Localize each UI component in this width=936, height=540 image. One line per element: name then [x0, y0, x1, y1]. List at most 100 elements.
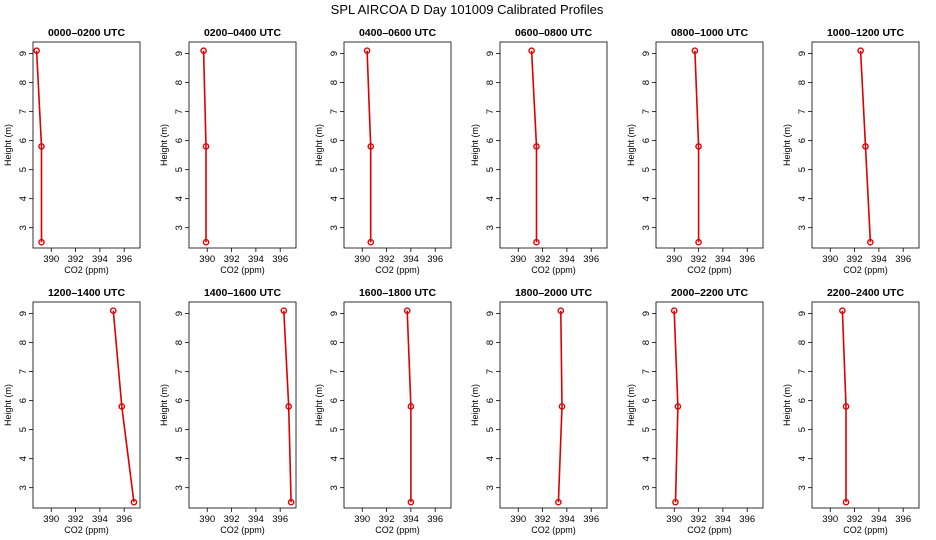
- x-tick-label: 390: [822, 514, 838, 525]
- y-tick-label: 6: [174, 398, 185, 403]
- y-tick-label: 6: [18, 138, 29, 143]
- x-tick-label: 396: [272, 254, 288, 265]
- x-tick-label: 392: [691, 514, 707, 525]
- y-axis-label: Height (m): [470, 384, 480, 426]
- data-point: [839, 307, 846, 315]
- data-point: [33, 47, 40, 55]
- y-tick-label: 9: [797, 51, 808, 56]
- x-axis-label: CO2 (ppm): [687, 265, 732, 275]
- data-point: [280, 307, 288, 315]
- y-axis-label: Height (m): [3, 124, 13, 166]
- data-point: [842, 498, 850, 506]
- x-axis-label: CO2 (ppm): [220, 525, 265, 535]
- panel-title: 1000–1200 UTC: [827, 27, 904, 39]
- panel-title: 0800–1000 UTC: [671, 27, 748, 39]
- y-tick-label: 5: [174, 427, 185, 432]
- x-tick-label: 396: [272, 514, 288, 525]
- y-axis-label: Height (m): [159, 124, 169, 166]
- data-point: [672, 498, 679, 506]
- profile-line: [366, 50, 372, 243]
- y-tick-label: 3: [485, 225, 496, 230]
- y-tick-label: 4: [797, 196, 808, 201]
- y-axis-label: Height (m): [159, 384, 169, 426]
- y-tick-label: 7: [18, 369, 29, 374]
- data-point: [202, 238, 210, 246]
- x-tick-label: 390: [199, 254, 215, 265]
- y-axis-label: Height (m): [470, 124, 480, 166]
- data-point: [528, 47, 535, 55]
- panel-8: 1400–1600 UTC 390 392 394 396 3 4 5 6 7 8 9 CO2 (ppm…: [159, 287, 297, 535]
- data-point: [130, 498, 138, 506]
- x-tick-label: 392: [379, 254, 395, 265]
- x-tick-label: 392: [691, 254, 707, 265]
- data-point: [200, 47, 207, 55]
- data-point: [674, 403, 682, 410]
- data-point: [118, 403, 126, 410]
- x-tick-label: 392: [535, 514, 551, 525]
- x-tick-label: 396: [739, 514, 755, 525]
- y-tick-label: 4: [485, 196, 496, 201]
- y-tick-label: 8: [329, 80, 340, 85]
- x-tick-label: 392: [847, 254, 863, 265]
- panel-4: 0600–0800 UTC 390 392 394 396 3 4 5 6 7 8 9 CO2 (ppm…: [470, 27, 608, 275]
- x-tick-label: 394: [248, 514, 264, 525]
- y-tick-label: 5: [641, 427, 652, 432]
- panel-7: 1200–1400 UTC 390 392 394 396 3 4 5 6 7 8 9 CO2 (ppm…: [3, 287, 141, 535]
- plot-frame: [32, 41, 141, 249]
- x-tick-label: 392: [379, 514, 395, 525]
- x-tick-label: 392: [535, 254, 551, 265]
- y-tick-label: 6: [329, 138, 340, 143]
- data-point: [857, 47, 864, 55]
- x-tick-label: 394: [871, 254, 887, 265]
- y-tick-label: 3: [485, 485, 496, 490]
- x-tick-label: 390: [43, 514, 59, 525]
- plot-frame: [811, 301, 920, 509]
- x-tick-label: 396: [583, 514, 599, 525]
- y-tick-label: 5: [641, 167, 652, 172]
- y-tick-label: 6: [641, 138, 652, 143]
- y-tick-label: 9: [174, 311, 185, 316]
- y-tick-label: 8: [641, 340, 652, 345]
- plot-frame: [188, 41, 297, 249]
- y-tick-label: 5: [329, 427, 340, 432]
- x-tick-label: 392: [224, 514, 240, 525]
- panel-title: 0600–0800 UTC: [515, 27, 592, 39]
- x-tick-label: 394: [715, 254, 731, 265]
- x-tick-label: 394: [403, 254, 419, 265]
- y-tick-label: 5: [797, 167, 808, 172]
- y-axis-label: Height (m): [782, 124, 792, 166]
- y-tick-label: 8: [329, 340, 340, 345]
- y-tick-label: 7: [329, 369, 340, 374]
- data-point: [555, 498, 562, 506]
- data-point: [533, 238, 540, 246]
- plot-frame: [343, 301, 452, 509]
- y-tick-label: 6: [485, 398, 496, 403]
- x-tick-label: 394: [248, 254, 264, 265]
- y-tick-label: 6: [329, 398, 340, 403]
- y-tick-label: 8: [18, 80, 29, 85]
- profile-line: [202, 50, 207, 243]
- y-tick-label: 7: [641, 369, 652, 374]
- y-tick-label: 4: [174, 196, 185, 201]
- y-tick-label: 3: [797, 225, 808, 230]
- y-tick-label: 8: [18, 340, 29, 345]
- y-tick-label: 7: [485, 109, 496, 114]
- x-tick-label: 390: [666, 254, 682, 265]
- y-axis-label: Height (m): [314, 384, 324, 426]
- y-tick-label: 8: [797, 80, 808, 85]
- panel-10: 1800–2000 UTC 390 392 394 396 3 4 5 6 7 8 9 CO2 (ppm…: [470, 287, 608, 535]
- data-point: [842, 403, 850, 410]
- y-tick-label: 3: [641, 485, 652, 490]
- data-point: [367, 238, 375, 246]
- y-tick-label: 5: [797, 427, 808, 432]
- plot-frame: [188, 301, 297, 509]
- x-tick-label: 396: [583, 254, 599, 265]
- y-tick-label: 9: [18, 311, 29, 316]
- y-tick-label: 7: [797, 109, 808, 114]
- data-point: [285, 403, 293, 410]
- x-tick-label: 390: [199, 514, 215, 525]
- y-tick-label: 5: [174, 167, 185, 172]
- data-point: [862, 143, 869, 150]
- x-tick-label: 396: [116, 254, 132, 265]
- data-point: [557, 307, 565, 315]
